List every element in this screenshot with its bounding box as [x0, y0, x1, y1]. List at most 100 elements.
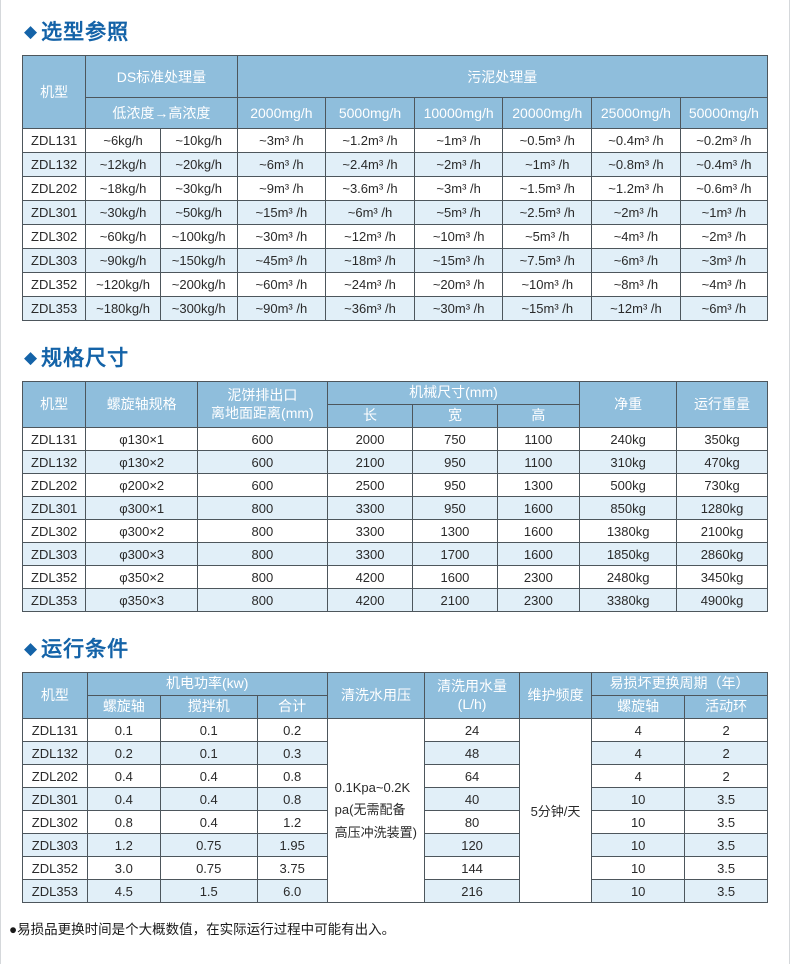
- value-cell: ~30m³ /h: [236, 224, 327, 249]
- value-cell: 1100: [496, 450, 581, 474]
- table-row: ZDL301 0.4 0.4 0.8 40 10 3.5: [22, 787, 768, 811]
- col-header-running-weight: 运行重量: [676, 381, 768, 428]
- value-cell: 48: [424, 741, 520, 765]
- table-row: ZDL303 φ300×3 800 3300 1700 1600 1850kg 2860kg: [21, 542, 768, 566]
- value-cell: ~15m³ /h: [413, 248, 504, 273]
- value-cell: 4: [591, 741, 686, 765]
- value-cell: ~6m³ /h: [591, 248, 681, 273]
- value-cell: ~24m³ /h: [325, 272, 415, 297]
- value-cell: 10: [591, 856, 686, 880]
- value-cell: 1850kg: [579, 542, 678, 566]
- value-cell: 2: [684, 764, 768, 788]
- value-cell: ~2m³ /h: [679, 224, 769, 249]
- value-cell: 800: [197, 565, 328, 589]
- col-header-screw-shaft-spec: 螺旋轴规格: [85, 381, 199, 428]
- value-cell: 3300: [326, 542, 414, 566]
- model-cell: ZDL302: [21, 224, 87, 249]
- value-cell: 1600: [412, 565, 498, 589]
- value-cell: 10: [591, 787, 686, 811]
- value-cell: 0.1: [159, 741, 258, 765]
- value-cell: ~4m³ /h: [591, 224, 681, 249]
- value-cell: 40: [424, 787, 520, 811]
- col-header-10000mgh: 10000mg/h: [413, 97, 504, 129]
- value-cell: ~9m³ /h: [236, 176, 327, 201]
- col-header-wash-water-usage: 清洗用水量 (L/h): [424, 672, 520, 719]
- table-row: ZDL301 φ300×1 800 3300 950 1600 850kg 1280kg: [21, 496, 768, 520]
- value-cell: ~0.5m³ /h: [502, 128, 593, 153]
- value-cell: 10: [591, 833, 686, 857]
- diamond-icon: ◆: [24, 347, 39, 367]
- model-cell: ZDL353: [22, 879, 88, 903]
- model-cell: ZDL131: [21, 427, 87, 451]
- value-cell: 950: [412, 496, 498, 520]
- value-cell: ~4m³ /h: [679, 272, 769, 297]
- value-cell: ~12kg/h: [85, 152, 161, 177]
- value-cell: ~0.8m³ /h: [591, 152, 681, 177]
- value-cell: 850kg: [579, 496, 678, 520]
- model-cell: ZDL301: [21, 496, 87, 520]
- col-header-5000mgh: 5000mg/h: [325, 97, 415, 129]
- value-cell: ~18m³ /h: [325, 248, 415, 273]
- value-cell: ~6m³ /h: [325, 200, 415, 225]
- table-row: ZDL131 φ130×1 600 2000 750 1100 240kg 350kg: [21, 427, 768, 451]
- value-cell: ~2.5m³ /h: [502, 200, 593, 225]
- value-cell: 2: [684, 741, 768, 765]
- value-cell: 240kg: [579, 427, 678, 451]
- value-cell: 0.2: [256, 718, 328, 742]
- value-cell: 2000: [326, 427, 414, 451]
- value-cell: 3.0: [86, 856, 161, 880]
- value-cell: ~0.6m³ /h: [679, 176, 769, 201]
- value-cell: 310kg: [579, 450, 678, 474]
- value-cell: ~3m³ /h: [679, 248, 769, 273]
- value-cell: 800: [197, 519, 328, 543]
- col-header-mixer-power: 搅拌机: [159, 695, 258, 719]
- col-header-width: 宽: [412, 404, 498, 428]
- value-cell: ~36m³ /h: [325, 296, 415, 321]
- value-cell: ~6m³ /h: [236, 152, 327, 177]
- wash-pressure-note-cell: 0.1Kpa~0.2Kpa(无需配备高压冲洗装置): [326, 718, 426, 903]
- value-cell: φ130×1: [85, 427, 199, 451]
- value-cell: 0.4: [159, 787, 258, 811]
- footnote: ●易损品更换时间是个大概数值，在实际运行过程中可能有出入。: [9, 922, 396, 937]
- value-cell: 1300: [412, 519, 498, 543]
- table-row: ZDL131 ~6kg/h ~10kg/h ~3m³ /h ~1.2m³ /h ~1m³ …: [21, 128, 769, 153]
- value-cell: 0.1: [159, 718, 258, 742]
- value-cell: 0.4: [86, 764, 161, 788]
- value-cell: 2100: [326, 450, 414, 474]
- model-cell: ZDL303: [22, 833, 88, 857]
- model-cell: ZDL352: [21, 272, 87, 297]
- col-header-total-power: 合计: [256, 695, 328, 719]
- value-cell: ~60m³ /h: [236, 272, 327, 297]
- value-cell: ~300kg/h: [159, 296, 238, 321]
- value-cell: 1.2: [86, 833, 161, 857]
- col-header-height: 高: [496, 404, 581, 428]
- value-cell: φ300×1: [85, 496, 199, 520]
- value-cell: 1280kg: [676, 496, 768, 520]
- col-header-25000mgh: 25000mg/h: [591, 97, 681, 129]
- value-cell: ~6m³ /h: [679, 296, 769, 321]
- value-cell: ~6kg/h: [85, 128, 161, 153]
- value-cell: ~3.6m³ /h: [325, 176, 415, 201]
- dimensions-table: 机型 螺旋轴规格 泥饼排出口 离地面距离(mm) 机械尺寸(mm) 净重 运行重…: [21, 381, 768, 612]
- model-cell: ZDL302: [22, 810, 88, 834]
- col-header-model: 机型: [22, 672, 88, 719]
- value-cell: 4: [591, 718, 686, 742]
- value-cell: ~0.4m³ /h: [679, 152, 769, 177]
- section-selection-reference: ◆ 选型参照 机型 DS标准处理量 污泥处理量 低浓度→高浓度 2000mg/h…: [21, 16, 769, 321]
- value-cell: 0.4: [86, 787, 161, 811]
- value-cell: 3.5: [684, 810, 768, 834]
- model-cell: ZDL202: [22, 764, 88, 788]
- section-title-text: 规格尺寸: [41, 347, 130, 370]
- value-cell: 1.95: [256, 833, 328, 857]
- value-cell: 1.2: [256, 810, 328, 834]
- value-cell: 216: [424, 879, 520, 903]
- col-header-concentration-range: 低浓度→高浓度: [85, 97, 238, 129]
- value-cell: ~60kg/h: [85, 224, 161, 249]
- model-cell: ZDL202: [21, 473, 87, 497]
- col-header-2000mgh: 2000mg/h: [236, 97, 327, 129]
- value-cell: ~8m³ /h: [591, 272, 681, 297]
- model-cell: ZDL131: [21, 128, 87, 153]
- value-cell: 1600: [496, 542, 581, 566]
- value-cell: 1.5: [159, 879, 258, 903]
- value-cell: 3380kg: [579, 588, 678, 612]
